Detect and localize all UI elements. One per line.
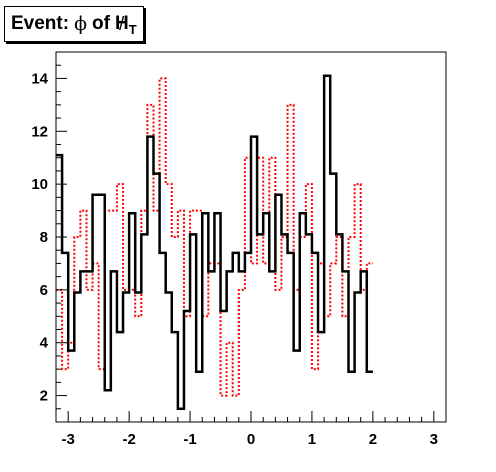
y-tick-label: 2 [40, 388, 48, 405]
x-tick-label: 1 [308, 431, 316, 448]
y-tick-label: 14 [31, 70, 48, 87]
title-missing-ht: H / T [114, 13, 137, 37]
chart-title: Event: ϕ of H / T [4, 6, 144, 42]
title-of: of [92, 13, 110, 34]
title-phi-symbol: ϕ [74, 13, 88, 35]
title-h-letter: H [114, 13, 129, 34]
x-axis: -3 -2 -1 0 1 2 3 [55, 411, 447, 448]
x-tick-label: -1 [183, 431, 196, 448]
y-tick-label: 8 [40, 229, 48, 246]
y-tick-label: 6 [40, 282, 48, 299]
y-tick-label: 12 [31, 123, 48, 140]
series-red-dashed-histogram [56, 77, 373, 397]
x-tick-label: -2 [122, 431, 135, 448]
x-tick-label: -3 [62, 431, 75, 448]
y-tick-label: 10 [31, 176, 48, 193]
x-tick-label: 2 [369, 431, 377, 448]
title-subscript: T [128, 22, 137, 37]
series-layer [56, 74, 373, 411]
x-tick-label: 0 [247, 431, 255, 448]
y-tick-label: 4 [40, 335, 49, 352]
series-black-solid-histogram [56, 74, 373, 411]
y-axis: 2 4 6 8 10 12 14 [31, 51, 67, 423]
title-h-slash: / [118, 14, 125, 35]
x-tick-label: 3 [430, 431, 438, 448]
title-prefix: Event: [11, 13, 70, 34]
